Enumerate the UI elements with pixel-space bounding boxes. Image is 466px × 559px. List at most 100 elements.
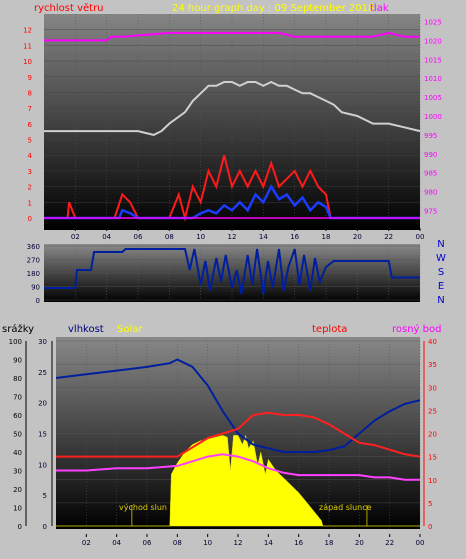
- direction-axis-tick-label: 180: [27, 270, 40, 278]
- wind-axis-tick-label: 8: [28, 89, 32, 97]
- pressure-axis-tick-label: 990: [424, 151, 437, 159]
- humidity-axis-tick-label: 20: [38, 400, 47, 408]
- direction-label-n-bottom: N: [437, 295, 444, 306]
- graph-title: 24 hour graph day : 09 September 2018: [172, 3, 374, 14]
- panel3-hour-tick-label: 18: [325, 539, 334, 547]
- solar-area: [56, 434, 420, 527]
- temperature-axis-tick-label: 20: [428, 431, 437, 439]
- rain-axis-tick-label: 80: [13, 375, 22, 383]
- pressure-axis-tick-label: 995: [424, 132, 437, 140]
- direction-label-s: S: [438, 267, 444, 278]
- panel3-hour-tick-label: 10: [203, 539, 212, 547]
- temperature-line: [56, 411, 421, 458]
- temperature-axis-tick-label: 10: [428, 477, 437, 485]
- wind-axis-tick-label: 5: [28, 137, 32, 145]
- humidity-axis-tick-label: 30: [38, 338, 47, 346]
- wind-axis-tick-label: 9: [28, 74, 32, 82]
- panel1-hour-tick-label: 14: [259, 233, 268, 241]
- sunset-label: západ slunce: [319, 503, 372, 512]
- wind-speed-axis-title: rychlost větru: [34, 2, 104, 14]
- solar-legend: Solar: [117, 324, 143, 335]
- direction-label-w: W: [436, 253, 446, 264]
- panel1-hour-tick-label: 20: [353, 233, 362, 241]
- direction-axis-tick-label: 270: [27, 257, 40, 265]
- panel1-hour-tick-label: 12: [228, 233, 237, 241]
- humidity-axis-tick-label: 15: [38, 431, 47, 439]
- panel3-hour-tick-label: 12: [234, 539, 243, 547]
- pressure-axis-tick-label: 1010: [424, 75, 442, 83]
- pressure-axis-tick-label: 1005: [424, 94, 442, 102]
- wind-axis-tick-label: 7: [28, 105, 32, 113]
- panel1-hour-tick-label: 02: [71, 233, 80, 241]
- panel3-hour-tick-label: 20: [355, 539, 364, 547]
- temperature-axis-tick-label: 5: [428, 500, 432, 508]
- panel3-hour-tick-label: 16: [294, 539, 303, 547]
- rain-axis-title: srážky: [2, 323, 34, 335]
- temperature-axis-tick-label: 40: [428, 338, 437, 346]
- direction-axis-tick-label: 90: [31, 284, 40, 292]
- rain-axis-tick-label: 30: [13, 468, 22, 476]
- humidity-axis-tick-label: 25: [38, 369, 47, 377]
- wind-speed-line: [44, 154, 420, 222]
- rain-axis-tick-label: 70: [13, 394, 22, 402]
- panel3-hour-tick-label: 22: [385, 539, 394, 547]
- rain-axis-tick-label: 10: [13, 505, 22, 513]
- humidity-axis-tick-label: 0: [43, 523, 47, 531]
- pressure-axis-tick-label: 1015: [424, 56, 442, 64]
- panel3-hour-tick-label: 00: [416, 539, 425, 547]
- temperature-axis-tick-label: 15: [428, 454, 437, 462]
- panel1-hour-tick-label: 00: [416, 233, 425, 241]
- wind-axis-tick-label: 6: [28, 121, 33, 129]
- rain-axis-tick-label: 20: [13, 486, 22, 494]
- wind-axis-tick-label: 1: [28, 199, 32, 207]
- wind-axis-tick-label: 0: [28, 215, 32, 223]
- dewpoint-axis-title: rosný bod: [392, 323, 441, 335]
- direction-axis-tick-label: 360: [27, 243, 40, 251]
- panel1-hour-tick-label: 18: [322, 233, 331, 241]
- pressure-axis-tick-label: 985: [424, 170, 437, 178]
- panel1-hour-tick-label: 16: [290, 233, 299, 241]
- wind-axis-tick-label: 11: [23, 42, 32, 50]
- pressure-axis-title: tlak: [370, 3, 389, 14]
- wind-direction-line: [44, 248, 420, 295]
- panel3-hour-tick-label: 06: [143, 539, 152, 547]
- panel3-hour-tick-label: 08: [173, 539, 182, 547]
- panel1-hour-tick-label: 04: [102, 233, 111, 241]
- dewpoint-line: [56, 453, 420, 481]
- panel1-hour-tick-label: 10: [196, 233, 205, 241]
- wind-axis-tick-label: 2: [28, 184, 32, 192]
- panel3-hour-tick-label: 02: [82, 539, 91, 547]
- panel1-hour-tick-label: 08: [165, 233, 174, 241]
- direction-axis-tick-label: 0: [36, 297, 40, 305]
- rain-axis-tick-label: 60: [13, 412, 22, 420]
- direction-label-e: E: [438, 281, 444, 292]
- panel1-hour-tick-label: 22: [384, 233, 393, 241]
- rain-axis-tick-label: 50: [13, 431, 22, 439]
- pressure-axis-tick-label: 975: [424, 207, 437, 215]
- humidity-line: [55, 358, 421, 453]
- humidity-axis-tick-label: 10: [38, 461, 47, 469]
- temperature-axis-tick-label: 30: [428, 384, 437, 392]
- sunrise-label: východ slun: [119, 503, 167, 512]
- rain-axis-tick-label: 0: [18, 523, 22, 531]
- rain-axis-tick-label: 40: [13, 449, 22, 457]
- pressure-axis-tick-label: 980: [424, 189, 437, 197]
- pressure-axis-tick-label: 1000: [424, 113, 442, 121]
- temperature-axis-tick-label: 35: [428, 361, 437, 369]
- wind-axis-tick-label: 12: [23, 27, 32, 35]
- panel3-hour-tick-label: 04: [112, 539, 121, 547]
- wind-axis-tick-label: 4: [28, 152, 33, 160]
- rain-axis-tick-label: 90: [13, 357, 22, 365]
- direction-label-n-top: N: [437, 239, 444, 250]
- wind-axis-tick-label: 10: [23, 58, 32, 66]
- humidity-axis-title: vlhkost: [68, 324, 104, 335]
- humidity-axis-tick-label: 5: [43, 492, 47, 500]
- rain-axis-tick-label: 100: [9, 338, 22, 346]
- temperature-axis-tick-label: 25: [428, 407, 437, 415]
- pressure-top-line: [44, 31, 420, 42]
- temperature-axis-title: teplota: [312, 324, 347, 335]
- pressure-axis-tick-label: 1025: [424, 19, 442, 27]
- pressure-axis-tick-label: 1020: [424, 37, 442, 45]
